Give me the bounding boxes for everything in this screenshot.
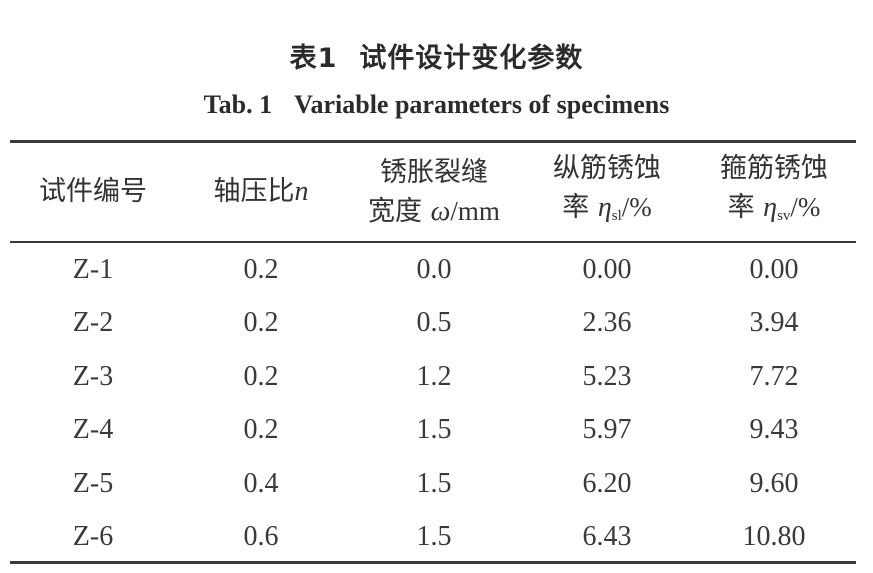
header-long-corrosion-unit: /% [621, 191, 652, 222]
header-crack-width-unit: /mm [450, 195, 500, 226]
caption-cn-title: 试件设计变化参数 [359, 43, 584, 74]
header-axial-ratio: 轴压比n [176, 143, 346, 241]
cell-long-corrosion: 0.00 [582, 253, 632, 285]
header-stirrup-corrosion-unit: /% [790, 191, 821, 222]
cell-stirrup-corrosion: 3.94 [749, 307, 799, 339]
table-row: Z-4 0.2 1.5 5.97 9.43 [10, 404, 856, 458]
table-caption-cn: 表1 试件设计变化参数 [0, 36, 873, 75]
cell-crack-width: 1.2 [416, 360, 452, 392]
table-row: Z-5 0.4 1.5 6.20 9.60 [10, 457, 856, 511]
header-stirrup-corrosion-line2: 率 ηsv/% [692, 188, 856, 235]
header-long-corrosion-text: 率 [562, 191, 590, 223]
header-stirrup-corrosion-line1: 箍筋锈蚀 [720, 152, 828, 184]
header-long-corrosion: 纵筋锈蚀 率 ηsl/% [522, 143, 692, 241]
table-row: Z-6 0.6 1.5 6.43 10.80 [10, 511, 856, 565]
cell-long-corrosion: 5.97 [582, 414, 632, 446]
header-long-corrosion-line2: 率 ηsl/% [522, 188, 692, 235]
cell-specimen-id: Z-5 [72, 467, 114, 499]
header-crack-width-line1: 锈胀裂缝 [380, 156, 488, 188]
table-top-rule [10, 140, 856, 143]
table-header: 试件编号 轴压比n 锈胀裂缝 宽度 ω/mm 纵筋锈蚀 率 ηsl/% 箍筋锈蚀… [10, 143, 856, 241]
header-specimen-id: 试件编号 [10, 143, 176, 241]
header-crack-width: 锈胀裂缝 宽度 ω/mm [346, 143, 522, 241]
cell-long-corrosion: 6.20 [582, 467, 632, 499]
cell-axial-ratio: 0.2 [243, 307, 279, 339]
caption-en-title: Variable parameters of specimens [294, 90, 670, 119]
parameters-table: 试件编号 轴压比n 锈胀裂缝 宽度 ω/mm 纵筋锈蚀 率 ηsl/% 箍筋锈蚀… [10, 143, 856, 564]
cell-stirrup-corrosion: 7.72 [749, 360, 799, 392]
header-crack-width-symbol: ω [430, 195, 451, 227]
caption-cn-label: 表1 [289, 43, 338, 74]
header-stirrup-corrosion-symbol: η [763, 191, 778, 223]
caption-en-label: Tab. 1 [203, 90, 273, 119]
header-specimen-id-label: 试件编号 [39, 176, 147, 207]
cell-stirrup-corrosion: 9.60 [749, 467, 799, 499]
table-row: Z-1 0.2 0.0 0.00 0.00 [10, 241, 856, 297]
table-body: Z-1 0.2 0.0 0.00 0.00 Z-2 0.2 0.5 2.36 3… [10, 241, 856, 564]
cell-crack-width: 1.5 [416, 467, 452, 499]
cell-crack-width: 0.0 [416, 253, 452, 285]
table-row: Z-3 0.2 1.2 5.23 7.72 [10, 350, 856, 404]
cell-axial-ratio: 0.2 [243, 253, 279, 285]
cell-long-corrosion: 5.23 [582, 360, 632, 392]
cell-specimen-id: Z-3 [72, 360, 114, 392]
cell-specimen-id: Z-1 [72, 253, 114, 285]
table-header-rule [10, 241, 856, 243]
table-bottom-rule [10, 561, 856, 564]
header-long-corrosion-symbol: η [597, 191, 612, 223]
header-stirrup-corrosion: 箍筋锈蚀 率 ηsv/% [692, 143, 856, 241]
cell-axial-ratio: 0.6 [243, 521, 279, 553]
cell-long-corrosion: 2.36 [582, 307, 632, 339]
header-long-corrosion-line1: 纵筋锈蚀 [553, 152, 661, 184]
cell-crack-width: 1.5 [416, 414, 452, 446]
header-axial-ratio-label: 轴压比n [176, 173, 346, 211]
cell-specimen-id: Z-6 [72, 521, 114, 553]
header-axial-ratio-text: 轴压比 [213, 176, 295, 207]
header-stirrup-corrosion-subscript: sv [777, 207, 791, 224]
header-stirrup-corrosion-text: 率 [727, 191, 755, 223]
cell-axial-ratio: 0.2 [243, 360, 279, 392]
cell-specimen-id: Z-4 [72, 414, 114, 446]
table-row: Z-2 0.2 0.5 2.36 3.94 [10, 297, 856, 351]
cell-specimen-id: Z-2 [72, 307, 114, 339]
cell-axial-ratio: 0.4 [243, 467, 279, 499]
cell-axial-ratio: 0.2 [243, 414, 279, 446]
table-caption-en: Tab. 1 Variable parameters of specimens [0, 90, 873, 120]
cell-stirrup-corrosion: 9.43 [749, 414, 799, 446]
header-crack-width-text: 宽度 [368, 195, 423, 227]
cell-long-corrosion: 6.43 [582, 521, 632, 553]
cell-crack-width: 0.5 [416, 307, 452, 339]
cell-stirrup-corrosion: 10.80 [742, 521, 806, 553]
header-axial-ratio-symbol: n [294, 176, 309, 207]
header-long-corrosion-subscript: sl [611, 207, 622, 224]
cell-stirrup-corrosion: 0.00 [749, 253, 799, 285]
header-crack-width-line2: 宽度 ω/mm [346, 192, 522, 231]
cell-crack-width: 1.5 [416, 521, 452, 553]
